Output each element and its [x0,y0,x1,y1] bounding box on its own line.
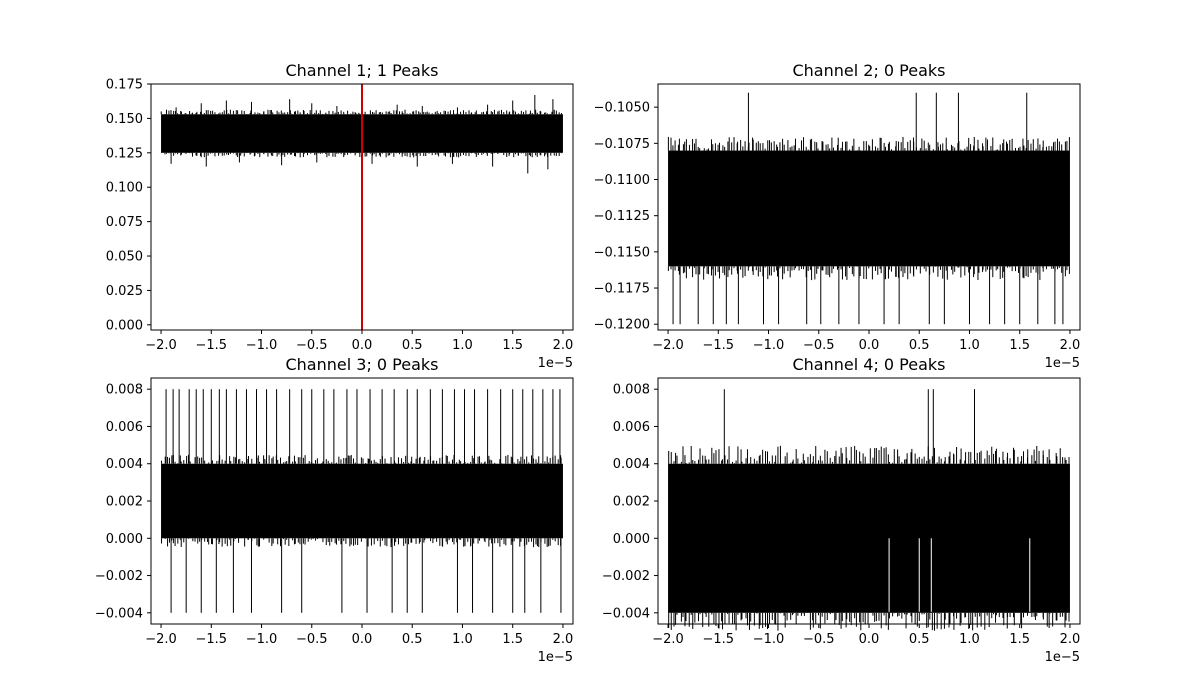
x-tick-label: 1.5 [502,632,523,647]
y-tick-label: −0.1100 [594,173,650,188]
y-tick-label: 0.025 [106,284,143,299]
x-tick-label: −1.0 [753,632,785,647]
subplot-title: Channel 2; 0 Peaks [792,61,945,80]
y-tick-label: 0.075 [106,215,143,230]
x-tick-label: 2.0 [1060,632,1081,647]
y-tick-label: 0.002 [613,495,650,510]
x-tick-label: −1.0 [753,338,785,353]
subplot-1: Channel 1; 1 Peaks −2.0 −1.5 −1.0 −0.5 0.0 0.5… [106,61,574,371]
x-tick-label: 1.5 [502,338,523,353]
y-tick-label: 0.000 [106,318,143,333]
x-tick-label: −1.0 [246,338,278,353]
x-tick-label: 0.5 [909,338,930,353]
y-tick-label: 0.004 [613,457,650,472]
subplot-title: Channel 4; 0 Peaks [792,355,945,374]
x-tick-label: −2.0 [145,632,177,647]
x-tick-label: −0.5 [803,338,835,353]
x-tick-label: 0.5 [402,632,423,647]
y-tick-label: −0.1125 [594,209,650,224]
y-tick-label: 0.008 [106,383,143,398]
subplot-3: Channel 3; 0 Peaks −2.0 −1.5 −1.0 −0.5 0.0 0.5… [95,355,574,665]
x-tick-label: −1.5 [195,632,227,647]
x-tick-label: 0.0 [859,338,880,353]
y-tick-label: 0.175 [106,78,143,93]
x-offset-label: 1e−5 [1045,650,1080,665]
x-tick-label: 1.0 [452,632,473,647]
x-tick-label: 0.5 [402,338,423,353]
y-tick-label: 0.125 [106,146,143,161]
x-tick-label: −2.0 [145,338,177,353]
y-tick-label: 0.150 [106,112,143,127]
y-tick-label: −0.004 [95,606,143,621]
y-tick-label: −0.1050 [594,101,650,116]
subplot-4: Channel 4; 0 Peaks −2.0 −1.5 −1.0 −0.5 0.0 0.5… [602,355,1081,665]
y-tick-label: −0.1075 [594,137,650,152]
subplot-2: Channel 2; 0 Peaks −2.0 −1.5 −1.0 −0.5 0.0 0.5… [594,61,1081,371]
y-tick-label: −0.1150 [594,245,650,260]
y-tick-label: 0.002 [106,495,143,510]
x-tick-label: 0.0 [859,632,880,647]
x-offset-label: 1e−5 [538,356,573,371]
signal-band [668,150,1070,267]
y-tick-label: 0.006 [106,420,143,435]
subplot-title: Channel 1; 1 Peaks [285,61,438,80]
subplot-title: Channel 3; 0 Peaks [285,355,438,374]
y-tick-label: 0.008 [613,383,650,398]
y-tick-label: −0.1200 [594,318,650,333]
x-tick-label: 2.0 [553,632,574,647]
signal-band [668,463,1070,613]
y-tick-label: −0.1175 [594,282,650,297]
x-tick-label: 0.0 [352,338,373,353]
x-tick-label: 1.0 [452,338,473,353]
x-tick-label: −1.5 [195,338,227,353]
x-tick-label: −1.5 [702,632,734,647]
x-tick-label: 1.0 [959,632,980,647]
x-tick-label: 0.5 [909,632,930,647]
y-tick-label: 0.000 [106,532,143,547]
y-tick-label: −0.002 [602,569,650,584]
signal-band [161,463,563,539]
x-tick-label: −1.0 [246,632,278,647]
y-tick-label: −0.004 [602,606,650,621]
x-tick-label: 1.5 [1009,632,1030,647]
x-tick-label: −2.0 [652,632,684,647]
x-tick-label: −2.0 [652,338,684,353]
y-tick-label: 0.100 [106,181,143,196]
x-tick-label: 2.0 [553,338,574,353]
x-tick-label: 2.0 [1060,338,1081,353]
y-tick-label: 0.050 [106,250,143,265]
x-tick-label: 0.0 [352,632,373,647]
x-offset-label: 1e−5 [538,650,573,665]
y-tick-label: −0.002 [95,569,143,584]
x-tick-label: −0.5 [296,338,328,353]
x-tick-label: 1.0 [959,338,980,353]
y-tick-label: 0.000 [613,532,650,547]
x-tick-label: 1.5 [1009,338,1030,353]
x-tick-label: −0.5 [296,632,328,647]
y-tick-label: 0.006 [613,420,650,435]
x-offset-label: 1e−5 [1045,356,1080,371]
y-tick-label: 0.004 [106,457,143,472]
x-tick-label: −1.5 [702,338,734,353]
x-tick-label: −0.5 [803,632,835,647]
